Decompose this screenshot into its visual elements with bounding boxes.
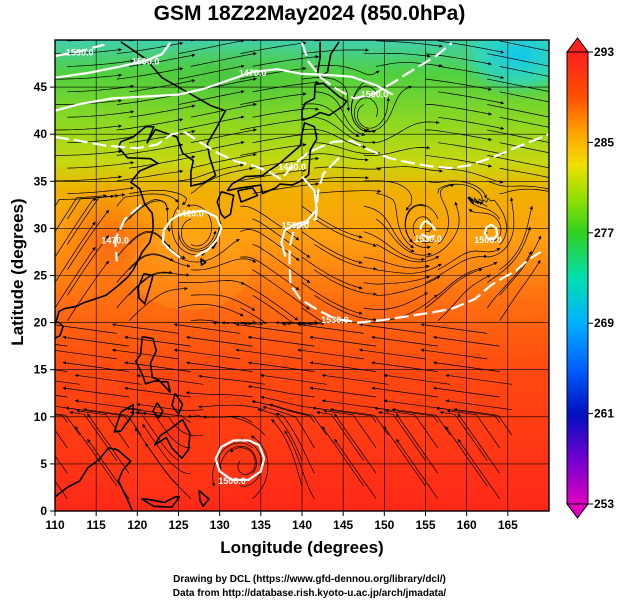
y-tick-label: 25 [34, 269, 48, 283]
x-tick-label: 125 [168, 518, 188, 532]
colorbar-min-arrow [566, 503, 589, 519]
lat-lon-grid [55, 40, 549, 511]
contour-line [214, 439, 266, 481]
y-tick-label: 35 [34, 174, 48, 188]
contour-label: 1470.0 [101, 236, 129, 246]
y-tick-label: 5 [40, 457, 47, 471]
contour-line [288, 157, 542, 324]
y-tick-label: 40 [34, 127, 48, 141]
colorbar-scale [567, 52, 588, 504]
x-axis-label: Longitude (degrees) [220, 538, 384, 557]
colorbar-max-arrow [566, 37, 589, 53]
contour-label: 1500.0 [282, 221, 310, 231]
x-axis-ticks: 110 115 120 125 130 135 140 145 150 155 160 165 [45, 511, 518, 532]
y-tick-label: 45 [34, 80, 48, 94]
contour-line [483, 223, 499, 241]
x-tick-label: 155 [415, 518, 435, 532]
contour-line [55, 43, 105, 58]
x-tick-label: 140 [292, 518, 312, 532]
x-tick-label: 160 [457, 518, 477, 532]
colorbar-tick-label: 285 [594, 135, 614, 149]
y-tick-label: 0 [40, 504, 47, 518]
y-tick-label: 30 [34, 221, 48, 235]
contour-label: 1530.0 [414, 234, 442, 244]
y-tick-label: 15 [34, 363, 48, 377]
contour-line [280, 175, 318, 258]
contour-label: 1440.0 [278, 162, 306, 172]
contour-line [55, 42, 172, 79]
colorbar-tick-label: 269 [594, 316, 614, 330]
colorbar-tick-label: 261 [594, 407, 614, 421]
x-tick-label: 115 [86, 518, 106, 532]
y-tick-label: 10 [34, 410, 48, 424]
y-tick-label: 20 [34, 316, 48, 330]
contour-line [55, 131, 549, 181]
chart-title: GSM 18Z22May2024 (850.0hPa) [153, 2, 466, 25]
colorbar-tick-label: 293 [594, 45, 614, 59]
colorbar-tick-label: 253 [594, 497, 614, 511]
contour-label: 1530.0 [66, 47, 94, 57]
height-contours: 1530.0 1500.0 1500.0 1470.0 1440.0 1410.0 1530… [55, 41, 549, 486]
x-tick-label: 150 [374, 518, 394, 532]
contour-line [113, 203, 143, 262]
contour-line [55, 68, 394, 112]
colorbar-tick-label: 277 [594, 226, 614, 240]
drawing-credit: Drawing by DCL (https://www.gfd-dennou.o… [173, 574, 446, 585]
contour-label: 1500.0 [218, 476, 246, 486]
contour-line [300, 41, 453, 100]
x-tick-label: 145 [333, 518, 353, 532]
coastlines [55, 41, 348, 511]
contour-label: 1500.0 [361, 90, 389, 100]
x-tick-label: 165 [498, 518, 518, 532]
colorbar: 293 285 277 269 261 253 [566, 37, 614, 519]
contour-label: 1500.0 [474, 235, 502, 245]
contour-line [419, 219, 437, 240]
data-source-credit: Data from http://database.rish.kyoto-u.a… [172, 588, 447, 599]
contour-line [161, 209, 223, 259]
contour-label: 1530.0 [321, 315, 349, 325]
x-tick-label: 120 [127, 518, 147, 532]
x-tick-label: 110 [45, 518, 65, 532]
cold-region-northeast [450, 40, 549, 100]
y-axis-ticks: 0 5 10 15 20 25 30 35 40 45 [34, 80, 55, 518]
contour-label: 1500.0 [132, 57, 160, 67]
x-tick-label: 135 [251, 518, 271, 532]
contour-label: 1410.0 [176, 208, 204, 218]
contour-label: 1470.0 [239, 68, 267, 78]
x-tick-label: 130 [210, 518, 230, 532]
